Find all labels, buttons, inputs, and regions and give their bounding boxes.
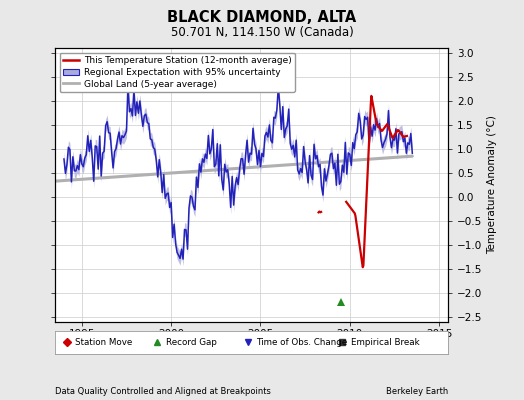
Y-axis label: Temperature Anomaly (°C): Temperature Anomaly (°C): [487, 116, 497, 254]
Text: Empirical Break: Empirical Break: [351, 338, 419, 347]
Text: Station Move: Station Move: [75, 338, 133, 347]
Text: Data Quality Controlled and Aligned at Breakpoints: Data Quality Controlled and Aligned at B…: [55, 387, 271, 396]
Legend: This Temperature Station (12-month average), Regional Expectation with 95% uncer: This Temperature Station (12-month avera…: [60, 52, 295, 92]
Text: BLACK DIAMOND, ALTA: BLACK DIAMOND, ALTA: [167, 10, 357, 25]
Text: Record Gap: Record Gap: [166, 338, 217, 347]
Text: Berkeley Earth: Berkeley Earth: [386, 387, 448, 396]
Text: 50.701 N, 114.150 W (Canada): 50.701 N, 114.150 W (Canada): [171, 26, 353, 39]
Text: Time of Obs. Change: Time of Obs. Change: [256, 338, 347, 347]
